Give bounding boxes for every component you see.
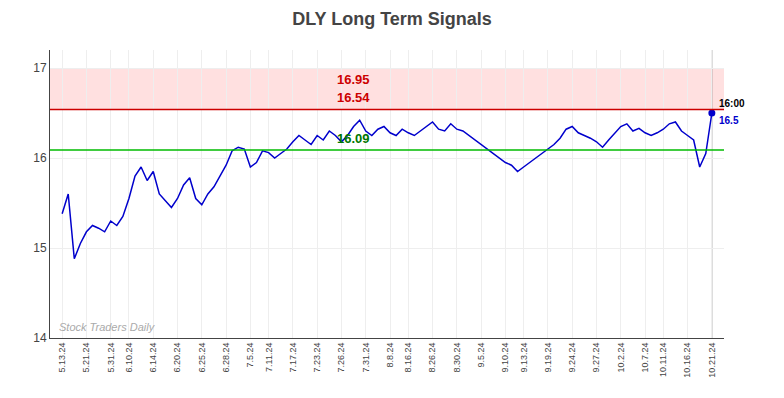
svg-text:14: 14	[33, 331, 47, 345]
svg-text:16: 16	[33, 151, 47, 165]
svg-text:9.27.24: 9.27.24	[591, 343, 601, 373]
svg-text:7.31.24: 7.31.24	[361, 343, 371, 373]
svg-text:6.25.24: 6.25.24	[197, 343, 207, 373]
svg-text:9.24.24: 9.24.24	[567, 343, 577, 373]
svg-text:10.11.24: 10.11.24	[658, 343, 668, 377]
svg-text:8.26.24: 8.26.24	[427, 343, 437, 373]
svg-text:8.16.24: 8.16.24	[403, 343, 413, 373]
svg-text:16.09: 16.09	[337, 131, 370, 146]
svg-text:6.20.24: 6.20.24	[172, 343, 182, 373]
svg-text:17: 17	[33, 61, 47, 75]
svg-text:10.21.24: 10.21.24	[707, 343, 717, 378]
svg-text:7.11.24: 7.11.24	[264, 343, 274, 372]
svg-text:6.10.24: 6.10.24	[124, 343, 134, 373]
svg-text:7.26.24: 7.26.24	[336, 343, 346, 373]
svg-text:9.19.24: 9.19.24	[543, 343, 553, 373]
svg-text:6.14.24: 6.14.24	[148, 343, 158, 373]
svg-text:9.13.24: 9.13.24	[519, 343, 529, 373]
svg-text:5.13.24: 5.13.24	[57, 343, 67, 373]
svg-text:5.31.24: 5.31.24	[106, 343, 116, 373]
svg-text:16.95: 16.95	[337, 72, 370, 87]
svg-text:DLY Long Term Signals: DLY Long Term Signals	[292, 9, 492, 29]
svg-text:9.5.24: 9.5.24	[476, 343, 486, 368]
svg-text:15: 15	[33, 241, 47, 255]
svg-text:16.5: 16.5	[719, 115, 739, 126]
svg-text:8.30.24: 8.30.24	[452, 343, 462, 373]
svg-text:9.10.24: 9.10.24	[500, 343, 510, 373]
svg-text:16.54: 16.54	[337, 90, 370, 105]
svg-text:10.16.24: 10.16.24	[682, 343, 692, 378]
svg-text:10.7.24: 10.7.24	[640, 343, 650, 373]
svg-text:8.8.24: 8.8.24	[385, 343, 395, 368]
svg-text:10.2.24: 10.2.24	[616, 343, 626, 373]
svg-text:7.17.24: 7.17.24	[288, 343, 298, 373]
svg-text:7.5.24: 7.5.24	[245, 343, 255, 368]
svg-text:6.28.24: 6.28.24	[221, 343, 231, 373]
svg-text:16:00: 16:00	[719, 98, 745, 109]
svg-text:Stock Traders Daily: Stock Traders Daily	[59, 321, 156, 333]
svg-text:5.21.24: 5.21.24	[81, 343, 91, 373]
svg-text:7.23.24: 7.23.24	[312, 343, 322, 373]
